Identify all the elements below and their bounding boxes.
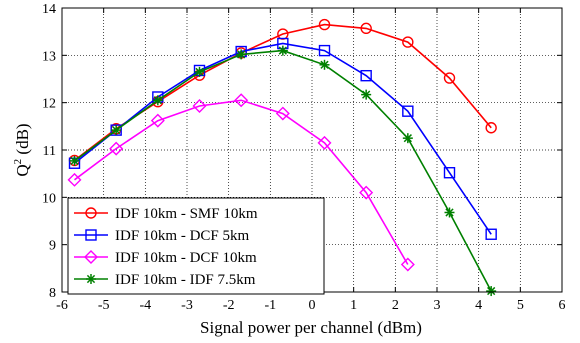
star-stroke	[487, 286, 496, 296]
series-line	[74, 42, 492, 235]
legend-item-1: IDF 10km - SMF 10km	[74, 206, 258, 222]
series-line	[74, 23, 492, 162]
data-point	[192, 98, 207, 113]
x-tick-label: -4	[139, 298, 151, 313]
x-tick-label: -2	[223, 298, 235, 313]
data-point	[69, 155, 80, 166]
x-tick-label: 5	[517, 298, 524, 313]
data-point	[485, 228, 497, 240]
star-stroke	[362, 90, 371, 99]
x-tick-label: -1	[264, 298, 276, 313]
y-axis-label-main: Q	[13, 164, 32, 176]
x-tick-label: 0	[309, 298, 316, 313]
data-point	[150, 113, 165, 128]
data-point	[443, 167, 456, 179]
y-tick-label: 13	[42, 49, 56, 64]
star-stroke	[112, 125, 121, 135]
legend-label: IDF 10km - DCF 5km	[115, 228, 250, 244]
legend-box	[67, 197, 325, 295]
data-point	[360, 22, 372, 35]
y-tick-label: 10	[42, 191, 56, 206]
legend-item-3: IDF 10km - DCF 10km	[74, 250, 257, 266]
data-point	[318, 44, 331, 57]
data-point	[318, 18, 331, 31]
legend-swatch-marker	[85, 207, 97, 219]
data-point	[194, 66, 205, 77]
data-point	[402, 133, 413, 144]
legend: IDF 10km - SMF 10km IDF 10km - DCF 5km IDF…	[67, 197, 325, 295]
data-point	[275, 106, 290, 121]
series-line	[74, 99, 409, 265]
data-point	[236, 49, 247, 60]
data-point	[277, 45, 288, 56]
data-point	[485, 122, 497, 134]
legend-swatch-marker	[86, 274, 96, 284]
y-tick-label: 8	[49, 286, 56, 301]
y-tick-label: 9	[49, 239, 56, 254]
legend-label: IDF 10km - SMF 10km	[115, 206, 258, 222]
x-tick-label: -3	[181, 298, 193, 313]
data-point	[444, 207, 455, 218]
star-stroke	[278, 46, 287, 55]
data-point	[360, 69, 372, 82]
legend-label: IDF 10km - IDF 7.5km	[115, 272, 256, 288]
series-4	[69, 45, 497, 297]
data-point	[443, 72, 456, 84]
y-axis-label: Q2 (dB)	[12, 123, 32, 176]
y-axis-label-unit: (dB)	[13, 123, 32, 158]
legend-label: IDF 10km - DCF 10km	[115, 250, 257, 266]
x-tick-label: 3	[434, 298, 441, 313]
series-1	[68, 18, 497, 167]
legend-item-2: IDF 10km - DCF 5km	[74, 228, 250, 244]
data-point	[234, 93, 249, 108]
plot-series	[67, 18, 497, 297]
data-point	[111, 125, 122, 136]
y-axis-label-superscript: 2	[12, 159, 24, 165]
data-point	[109, 141, 124, 156]
data-point	[319, 59, 330, 70]
data-point	[359, 185, 374, 200]
y-tick-label: 14	[42, 2, 56, 17]
star-stroke	[153, 96, 162, 105]
series-3	[67, 93, 415, 272]
data-point	[317, 135, 332, 150]
star-stroke	[86, 274, 96, 284]
data-point	[402, 105, 414, 117]
x-tick-label: 4	[475, 298, 482, 313]
y-tick-label: 12	[42, 97, 56, 112]
data-point	[486, 286, 497, 297]
star-stroke	[320, 60, 329, 69]
data-point	[67, 172, 82, 187]
legend-swatch-marker	[84, 250, 98, 264]
data-point	[400, 257, 415, 272]
data-point	[152, 95, 163, 106]
star-stroke	[237, 50, 246, 59]
star-stroke	[445, 208, 454, 217]
x-axis-label: Signal power per channel (dBm)	[200, 318, 422, 337]
x-tick-label: 2	[392, 298, 399, 313]
y-tick-label: 11	[43, 144, 56, 159]
x-tick-label: -6	[56, 298, 68, 313]
x-tick-label: 1	[350, 298, 357, 313]
star-stroke	[403, 134, 412, 143]
legend-swatch-marker	[85, 229, 97, 241]
x-tick-label: -5	[98, 298, 110, 313]
data-point	[361, 89, 372, 100]
legend-item-4: IDF 10km - IDF 7.5km	[74, 272, 256, 288]
x-tick-label: 6	[559, 298, 566, 313]
data-point	[402, 36, 414, 48]
star-stroke	[70, 156, 79, 166]
star-stroke	[195, 67, 204, 77]
